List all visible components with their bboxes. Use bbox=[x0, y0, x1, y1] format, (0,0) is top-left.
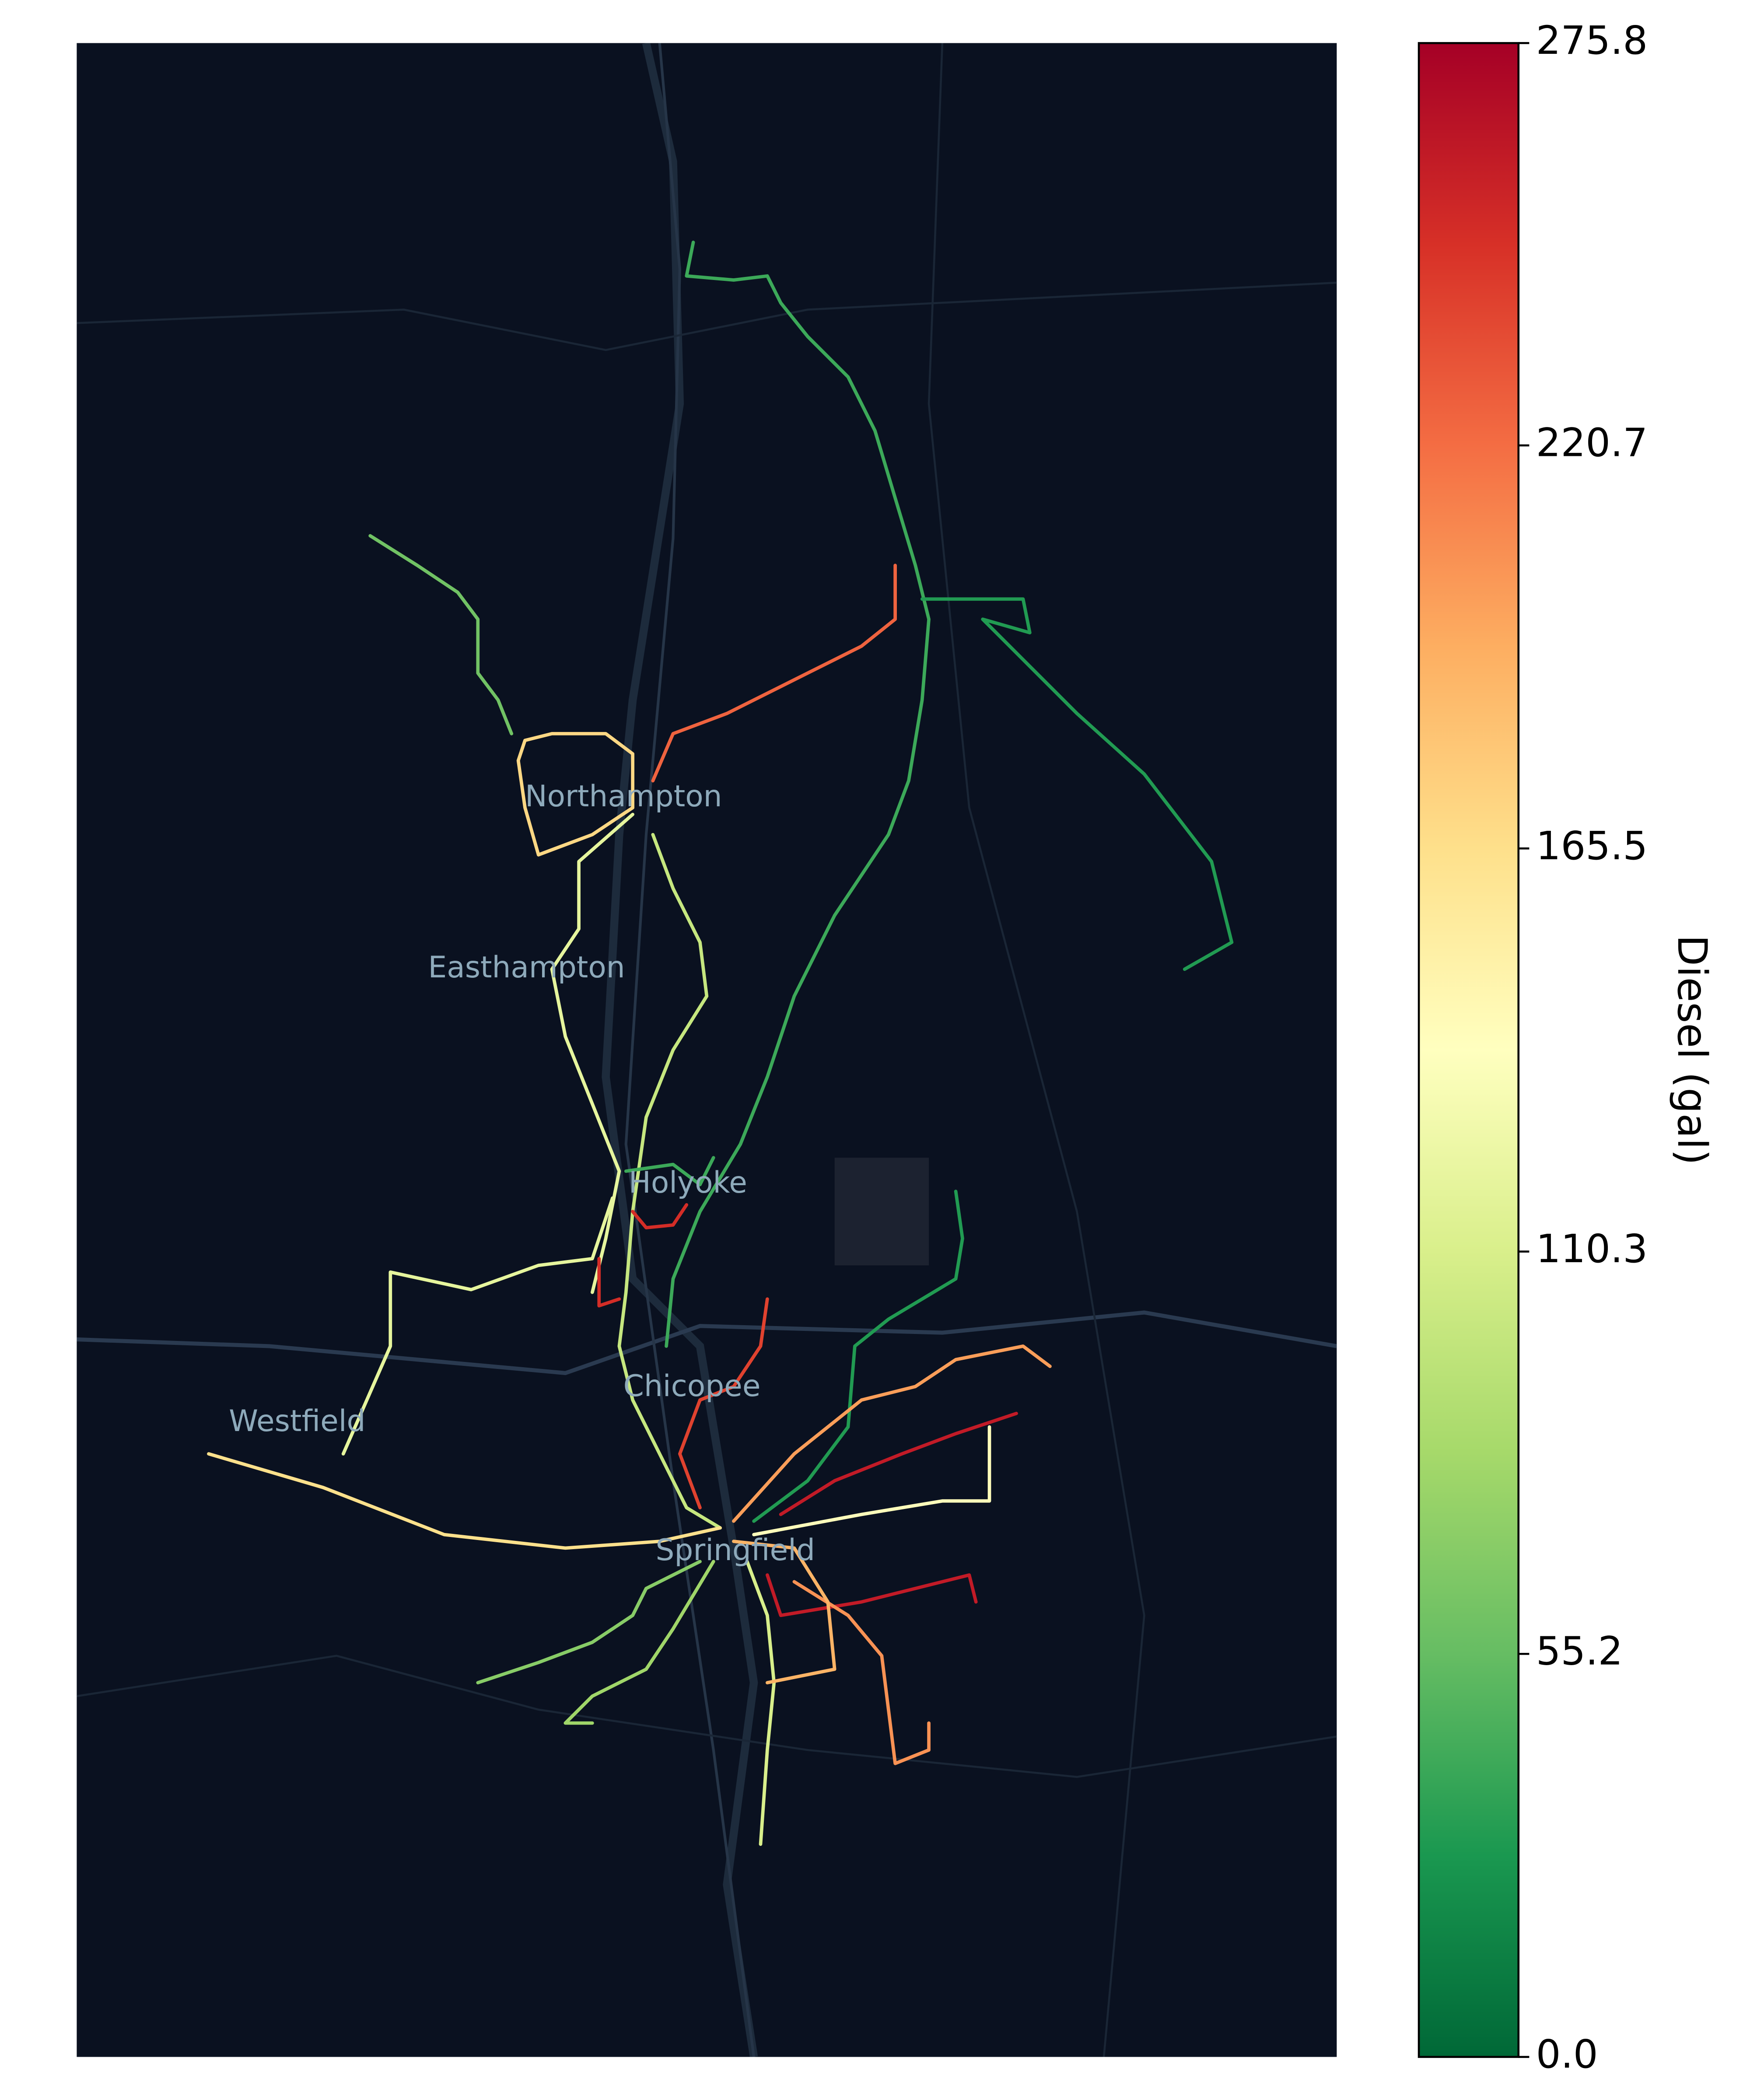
route bbox=[665, 241, 931, 1348]
route bbox=[597, 1257, 621, 1308]
road bbox=[928, 43, 1145, 2057]
city-label: Westfield bbox=[229, 1404, 365, 1438]
route bbox=[624, 1156, 715, 1186]
route bbox=[732, 1540, 836, 1684]
route bbox=[550, 812, 634, 1294]
route bbox=[341, 1196, 614, 1456]
route bbox=[516, 732, 634, 857]
route bbox=[766, 1573, 978, 1617]
colorbar-tick-label: 55.2 bbox=[1536, 1629, 1623, 1674]
route bbox=[631, 1203, 689, 1229]
route bbox=[779, 1411, 1018, 1516]
highway bbox=[624, 43, 756, 2057]
colorbar-tick-label: 275.8 bbox=[1536, 18, 1648, 63]
city-label: Holyoke bbox=[629, 1165, 747, 1200]
route bbox=[920, 597, 1234, 971]
highway bbox=[77, 1310, 1337, 1376]
airport bbox=[834, 1158, 929, 1266]
road bbox=[77, 281, 1337, 351]
route bbox=[678, 1297, 769, 1509]
city-labels: Northampton Easthampton Holyoke Chicopee… bbox=[229, 779, 815, 1567]
city-label: Northampton bbox=[525, 779, 722, 813]
colorbar-label: Diesel (gal) bbox=[1669, 935, 1716, 1165]
route bbox=[207, 1452, 722, 1550]
route bbox=[792, 1580, 931, 1765]
city-label: Chicopee bbox=[623, 1368, 761, 1403]
route bbox=[732, 1344, 1052, 1523]
route bbox=[752, 1425, 991, 1536]
route bbox=[564, 1560, 715, 1725]
colorbar bbox=[1418, 42, 1520, 2058]
colorbar-tick-label: 165.5 bbox=[1536, 823, 1648, 869]
route bbox=[476, 1560, 702, 1684]
colorbar-ticks: 0.0 55.2 110.3 165.5 220.7 275.8 bbox=[1518, 18, 1648, 2077]
colorbar-tick-label: 220.7 bbox=[1536, 420, 1648, 466]
routes bbox=[207, 241, 1234, 1846]
route bbox=[752, 1190, 964, 1523]
colorbar-tick-label: 0.0 bbox=[1536, 2032, 1598, 2077]
route bbox=[368, 534, 514, 735]
city-label: Easthampton bbox=[428, 950, 625, 984]
map-background bbox=[77, 43, 1337, 2057]
city-label: Springfield bbox=[655, 1533, 815, 1567]
road bbox=[77, 1655, 1337, 1778]
route bbox=[651, 564, 897, 783]
colorbar-tick-label: 110.3 bbox=[1536, 1226, 1648, 1272]
